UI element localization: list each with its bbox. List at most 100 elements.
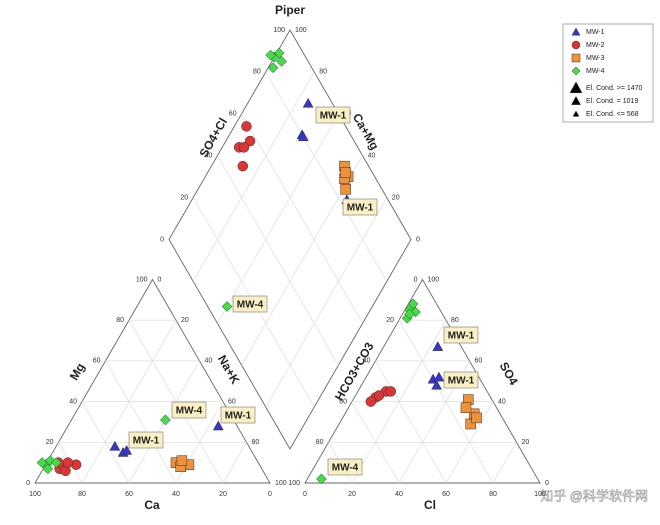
legend-label: El. Cond. >= 1470 [586,85,643,92]
tick-label: 80 [253,69,261,76]
cation-point [42,463,54,475]
diamond-point [302,97,314,108]
cation-point [212,420,224,431]
tick-label: 100 [275,480,287,487]
grid-line [222,442,247,484]
axis-label: Ca+Mg [350,111,382,152]
axis-label: SO4 [497,360,521,388]
grid-line [217,155,339,366]
grid-line [492,442,517,484]
tick-label: 0 [414,276,418,283]
diamond-point [273,47,285,59]
legend-marker [571,53,581,63]
annotation: MW-1 [225,411,252,422]
axis-label: HCO3+CO3 [332,340,377,404]
tick-label: 0 [416,236,420,243]
axis-label: Na+K [215,353,243,387]
anion-point [404,308,415,320]
grid-line [265,71,388,282]
anion-point [433,371,445,382]
legend-label: El. Cond. = 1019 [586,98,638,105]
grid-line [192,71,315,282]
legend-marker [571,66,581,76]
tick-label: 100 [29,491,41,498]
cation-triangle [34,278,271,484]
grid-line [217,113,339,324]
tick-label: 80 [116,317,124,324]
tick-label: 0 [160,236,164,243]
annotation: MW-1 [448,331,475,342]
annotation: MW-1 [320,111,347,122]
tick-label: 60 [228,398,236,405]
tick-label: 80 [252,439,260,446]
tick-label: 100 [295,27,307,34]
diamond-point [297,131,309,142]
cation-point [50,457,62,469]
anion-point [407,298,419,310]
grid-line [105,360,177,484]
legend-marker [572,110,580,117]
annotation-box [171,401,207,419]
grid-line [241,113,363,324]
grid-line [445,401,494,484]
tick-label: 60 [125,491,133,498]
axis-label: Ca [144,498,160,512]
tick-label: 60 [229,111,237,118]
diamond-point [267,62,279,74]
tick-label: 0 [26,480,30,487]
diamond [168,29,412,450]
annotation: MW-1 [347,203,374,214]
tick-label: 20 [181,317,189,324]
annotation-box [443,326,479,344]
tick-label: 40 [368,153,376,160]
legend-label: El. Cond. <= 568 [586,111,639,118]
legend-marker [569,81,583,94]
diamond-point [276,56,287,67]
diamond-point [265,49,276,61]
grid-line [375,360,447,484]
tick-label: 20 [219,491,227,498]
annotation: MW-1 [448,376,475,387]
annotation-box [342,198,378,216]
annotation: MW-4 [176,406,203,417]
grid-line [81,401,130,484]
anion-point [373,390,385,401]
tick-label: 100 [273,27,285,34]
tick-label: 100 [428,276,440,283]
diamond-point [221,301,233,312]
cation-point [176,455,188,466]
diamond-point [237,160,249,172]
grid-line [351,401,400,484]
chart-title: Piper [275,3,305,17]
legend-label: MW-2 [586,42,605,49]
tick-label: 60 [93,358,101,365]
tick-label: 40 [395,491,403,498]
annotation: MW-1 [133,436,160,447]
axis-label: Cl [424,498,436,512]
tick-label: 40 [363,358,371,365]
cation-point [62,457,74,468]
tick-label: 60 [475,358,483,365]
tick-label: 20 [392,194,400,201]
tick-label: 20 [348,491,356,498]
axis-label: Mg [67,361,88,383]
tick-label: 80 [316,439,324,446]
tick-label: 100 [534,491,546,498]
annotation: MW-4 [237,300,264,311]
annotation-box [315,106,351,124]
anion-triangle [304,278,541,484]
annotation-box [232,295,268,313]
annotation-box [128,431,164,449]
annotation-box [327,458,363,476]
tick-label: 40 [172,491,180,498]
anion-point [460,402,472,413]
diamond-point [238,142,250,153]
legend-label: MW-4 [586,68,605,75]
cation-point [36,457,48,469]
anion-point [431,379,443,390]
tick-label: 60 [339,398,347,405]
tick-label: 0 [545,480,549,487]
cation-point [109,440,121,451]
watermark: 知乎 @科学软件网 [540,488,648,503]
